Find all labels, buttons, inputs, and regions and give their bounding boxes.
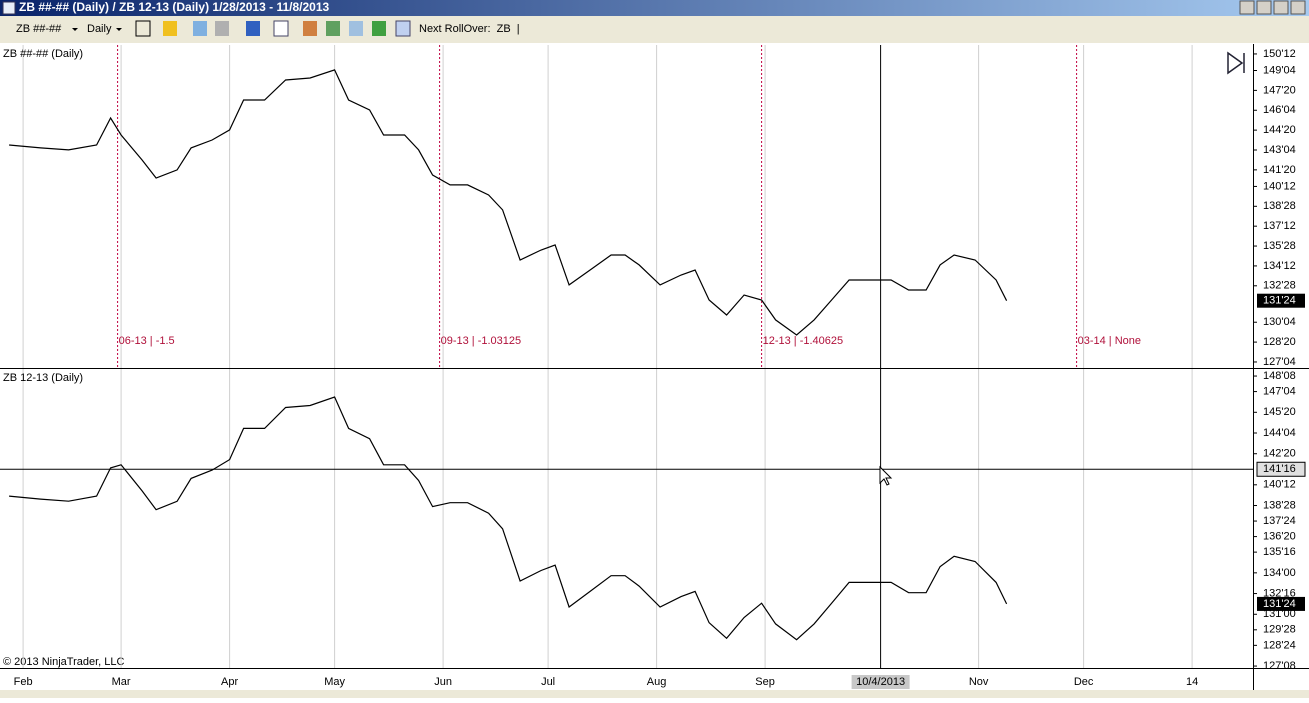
rollover-label: 03-14 | None bbox=[1078, 335, 1141, 347]
y-tick-label: 127'08 bbox=[1263, 660, 1296, 672]
last-price-box bbox=[1257, 293, 1305, 308]
zoom-out-button[interactable] bbox=[215, 21, 229, 36]
x-tick-label: Mar bbox=[112, 676, 131, 688]
y-tick-label: 140'12 bbox=[1263, 180, 1296, 192]
y-tick-label: 149'04 bbox=[1263, 64, 1296, 76]
dropdown-arrow[interactable] bbox=[116, 28, 122, 31]
title-bar bbox=[0, 0, 1309, 16]
y-tick-label: 147'04 bbox=[1263, 385, 1296, 397]
rollover-label: 12-13 | -1.40625 bbox=[763, 335, 844, 347]
y-tick-label: 135'28 bbox=[1263, 240, 1296, 252]
panel-title: ZB ##-## (Daily) bbox=[3, 48, 83, 60]
strategies-button[interactable] bbox=[349, 21, 363, 36]
dropdown-arrow[interactable] bbox=[72, 28, 78, 31]
price-line bbox=[9, 396, 1008, 641]
y-tick-label: 147'20 bbox=[1263, 84, 1296, 96]
x-tick-label: Nov bbox=[969, 676, 989, 688]
interval-selector[interactable]: Daily bbox=[87, 23, 112, 35]
x-tick-label: 14 bbox=[1186, 676, 1198, 688]
minimize-button[interactable] bbox=[1239, 0, 1255, 15]
x-tick-label: May bbox=[324, 676, 345, 688]
app-icon bbox=[2, 1, 16, 15]
y-tick-label: 129'28 bbox=[1263, 624, 1296, 636]
y-tick-label: 128'24 bbox=[1263, 639, 1296, 651]
status-strip bbox=[0, 690, 1309, 698]
last-price-box bbox=[1257, 596, 1305, 611]
y-tick-label: 150'12 bbox=[1263, 48, 1296, 60]
x-tick-label: Jun bbox=[434, 676, 452, 688]
instrument-selector[interactable]: ZB ##-## bbox=[16, 23, 62, 35]
y-tick-label: 144'20 bbox=[1263, 124, 1296, 136]
y-tick-label: 145'20 bbox=[1263, 406, 1296, 418]
search-button[interactable] bbox=[273, 20, 289, 37]
window-buttons[interactable] bbox=[1239, 0, 1306, 15]
x-tick-label: Aug bbox=[647, 676, 667, 688]
panel-title: ZB 12-13 (Daily) bbox=[3, 372, 83, 384]
chart-area bbox=[0, 44, 1309, 690]
y-tick-label: 131'00 bbox=[1263, 608, 1296, 620]
y-tick-label: 134'12 bbox=[1263, 260, 1296, 272]
toolbar-icons bbox=[135, 20, 411, 37]
y-tick-label: 134'00 bbox=[1263, 567, 1296, 579]
crosshair-price-label: 141'16 bbox=[1263, 463, 1296, 475]
y-tick-label: 146'04 bbox=[1263, 104, 1296, 116]
y-tick-label: 135'16 bbox=[1263, 546, 1296, 558]
trade-button[interactable] bbox=[372, 21, 386, 36]
close-button[interactable] bbox=[1290, 0, 1306, 15]
y-tick-label: 132'28 bbox=[1263, 280, 1296, 292]
y-tick-label: 130'04 bbox=[1263, 316, 1296, 328]
scroll-end-button[interactable] bbox=[1227, 51, 1245, 75]
window-title: ZB ##-## (Daily) / ZB 12-13 (Daily) 1/28… bbox=[19, 0, 329, 14]
y-tick-label: 128'20 bbox=[1263, 336, 1296, 348]
last-price-label: 131'24 bbox=[1263, 295, 1296, 307]
y-tick-label: 138'28 bbox=[1263, 499, 1296, 511]
y-tick-label: 138'28 bbox=[1263, 200, 1296, 212]
y-tick-label: 148'08 bbox=[1263, 370, 1296, 382]
indicators-button[interactable] bbox=[326, 21, 340, 36]
drawing-tool-button[interactable] bbox=[163, 21, 177, 36]
y-tick-label: 137'24 bbox=[1263, 515, 1296, 527]
crosshair-date-box bbox=[851, 675, 910, 689]
crosshair-button[interactable] bbox=[246, 21, 260, 36]
x-tick-label: Jul bbox=[541, 676, 555, 688]
rollover-label: 06-13 | -1.5 bbox=[119, 335, 175, 347]
data-box-button[interactable] bbox=[303, 21, 317, 36]
x-tick-label: Feb bbox=[14, 676, 33, 688]
y-tick-label: 144'04 bbox=[1263, 427, 1296, 439]
last-price-label: 131'24 bbox=[1263, 598, 1296, 610]
y-tick-label: 140'12 bbox=[1263, 479, 1296, 491]
properties-button[interactable] bbox=[395, 20, 411, 37]
crosshair-price-box bbox=[1256, 461, 1306, 477]
crosshair-date-label: 10/4/2013 bbox=[856, 676, 905, 688]
y-tick-label: 127'04 bbox=[1263, 356, 1296, 368]
mouse-cursor bbox=[879, 465, 893, 486]
copyright: © 2013 NinjaTrader, LLC bbox=[3, 656, 124, 668]
y-tick-label: 137'12 bbox=[1263, 220, 1296, 232]
y-tick-label: 132'16 bbox=[1263, 587, 1296, 599]
price-line bbox=[9, 69, 1008, 336]
y-tick-label: 141'20 bbox=[1263, 164, 1296, 176]
maximize-button[interactable] bbox=[1273, 0, 1289, 15]
x-tick-label: Apr bbox=[221, 676, 238, 688]
x-tick-label: Dec bbox=[1074, 676, 1094, 688]
restore-button[interactable] bbox=[1256, 0, 1272, 15]
y-tick-label: 136'20 bbox=[1263, 530, 1296, 542]
rollover-label: 09-13 | -1.03125 bbox=[441, 335, 522, 347]
rollover-info: Next RollOver: ZB | bbox=[419, 23, 520, 35]
y-tick-label: 142'20 bbox=[1263, 448, 1296, 460]
bar-style-button[interactable] bbox=[135, 20, 151, 37]
y-tick-label: 143'04 bbox=[1263, 144, 1296, 156]
x-tick-label: Sep bbox=[755, 676, 775, 688]
zoom-in-button[interactable] bbox=[193, 21, 207, 36]
